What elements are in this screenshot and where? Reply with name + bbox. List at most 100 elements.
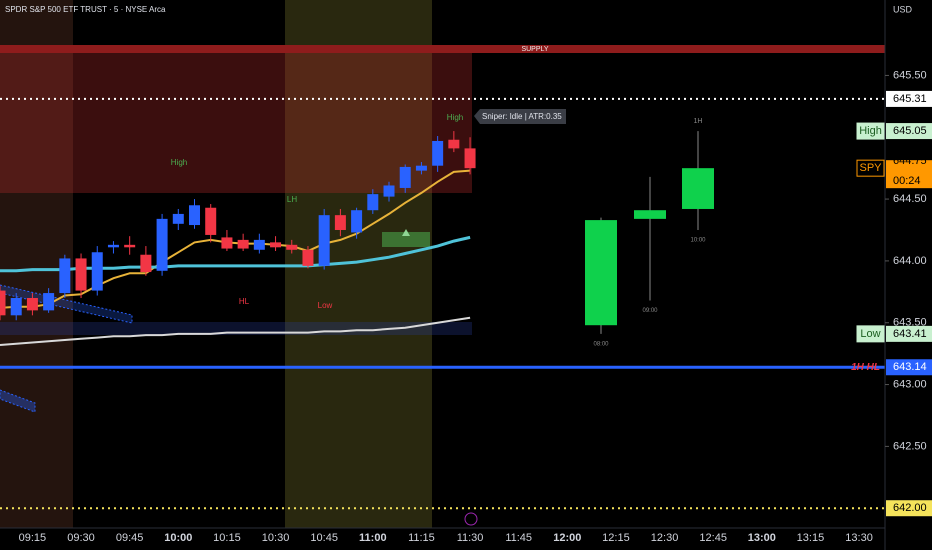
demand-band (0, 322, 472, 335)
price-badge (886, 90, 932, 107)
annotation: LH (287, 195, 297, 204)
marker-badge (886, 325, 932, 342)
y-tick-label: 642.50 (893, 440, 927, 452)
candle-body (205, 207, 217, 235)
annotation: High (171, 158, 187, 167)
x-tick-label: 09:30 (67, 532, 95, 544)
x-tick-label: 10:15 (213, 532, 241, 544)
candle-body (302, 249, 314, 266)
x-tick-label: 11:30 (457, 532, 484, 544)
candle-body (124, 244, 136, 248)
x-tick-label: 13:15 (797, 532, 825, 544)
candle-body (91, 252, 103, 291)
x-tick-label: 13:30 (845, 532, 873, 544)
candle-body (107, 244, 119, 248)
candle-body (75, 258, 87, 291)
candle-body (399, 166, 411, 188)
candle-body (383, 185, 395, 197)
marker-name-box (856, 122, 885, 140)
marker-badge-label: 644.75 (893, 155, 927, 167)
candle-body (318, 215, 330, 266)
candle-body (334, 215, 346, 230)
candle-body (253, 239, 265, 250)
htf-time-label: 09:00 (642, 308, 658, 314)
y-tick-label: 643.50 (893, 317, 927, 329)
htf-time-label: 10:00 (690, 238, 706, 244)
candle-body (26, 298, 38, 311)
htf-time-label: 08:00 (593, 341, 609, 347)
candle-body (351, 210, 363, 233)
htf-body (585, 220, 617, 326)
candle-body (367, 194, 379, 211)
chart-title: SPDR S&P 500 ETF TRUST · 5 · NYSE Arca (5, 5, 166, 14)
marker-badge-label: 643.41 (893, 328, 927, 340)
candle-body (415, 165, 427, 171)
candle-body (59, 258, 71, 294)
htf-label: 1H (694, 118, 703, 125)
price-line-title: 1H HL (851, 362, 880, 373)
x-tick-label: 12:00 (553, 532, 581, 544)
candle-body (156, 218, 168, 271)
price-badge (886, 500, 932, 517)
price-badge (886, 359, 932, 376)
candle-body (0, 290, 6, 316)
candle-body (237, 239, 249, 249)
x-tick-label: 11:00 (359, 532, 387, 544)
x-tick-label: 10:45 (310, 532, 338, 544)
y-tick-label: 644.50 (893, 193, 927, 205)
x-tick-label: 11:45 (505, 532, 532, 544)
marker-badge (886, 123, 932, 140)
annotation: SUPPLY (521, 46, 548, 53)
signal-arrow (402, 229, 410, 236)
marker-name: High (859, 125, 882, 137)
indicator-line (0, 169, 471, 309)
y-tick-label: 643.00 (893, 378, 927, 390)
candle-body (172, 213, 184, 224)
annotation: Sniper: Idle | ATR:0.35 (482, 112, 562, 121)
marker-badge (886, 160, 932, 189)
currency[interactable]: USD (893, 4, 913, 14)
signal-box (382, 232, 430, 247)
supply-zone (0, 53, 472, 193)
y-tick-label: 644.00 (893, 255, 927, 267)
htf-body (634, 210, 666, 219)
plot-area (0, 97, 885, 510)
channel (0, 284, 133, 324)
x-tick-label: 11:15 (408, 532, 435, 544)
marker-countdown: 00:24 (893, 175, 921, 187)
annotation: High (447, 113, 463, 122)
price-axis (885, 0, 932, 550)
indicator-line (0, 316, 471, 346)
price-badge-label: 643.14 (893, 361, 927, 373)
candle-body (464, 148, 476, 169)
marker-name-box (856, 159, 885, 177)
marker-badge-label: 645.05 (893, 125, 927, 137)
htf-body (682, 168, 714, 209)
marker-name: Low (860, 328, 880, 340)
x-tick-label: 12:30 (651, 532, 679, 544)
x-tick-label: 09:15 (19, 532, 47, 544)
x-tick-label: 12:45 (699, 532, 727, 544)
supply-band (0, 45, 885, 53)
candle-body (10, 298, 22, 316)
annotation: Low (318, 301, 333, 310)
candle-body (432, 140, 444, 166)
x-tick-label: 10:00 (164, 532, 192, 544)
price-badge-label: 645.31 (893, 93, 927, 105)
price-badge-label: 642.00 (893, 502, 927, 514)
x-tick-label: 13:00 (748, 532, 776, 544)
x-tick-label: 09:45 (116, 532, 144, 544)
x-tick-label: 12:15 (602, 532, 630, 544)
candle-body (270, 242, 282, 248)
candle-body (43, 293, 55, 311)
channel (0, 389, 36, 413)
x-tick-label: 10:30 (262, 532, 290, 544)
event-icon[interactable] (464, 512, 478, 526)
candle-body (140, 254, 152, 273)
candle-body (221, 237, 233, 249)
y-tick-label: 645.50 (893, 69, 927, 81)
candle-body (189, 205, 201, 226)
annotation: HL (239, 297, 250, 306)
